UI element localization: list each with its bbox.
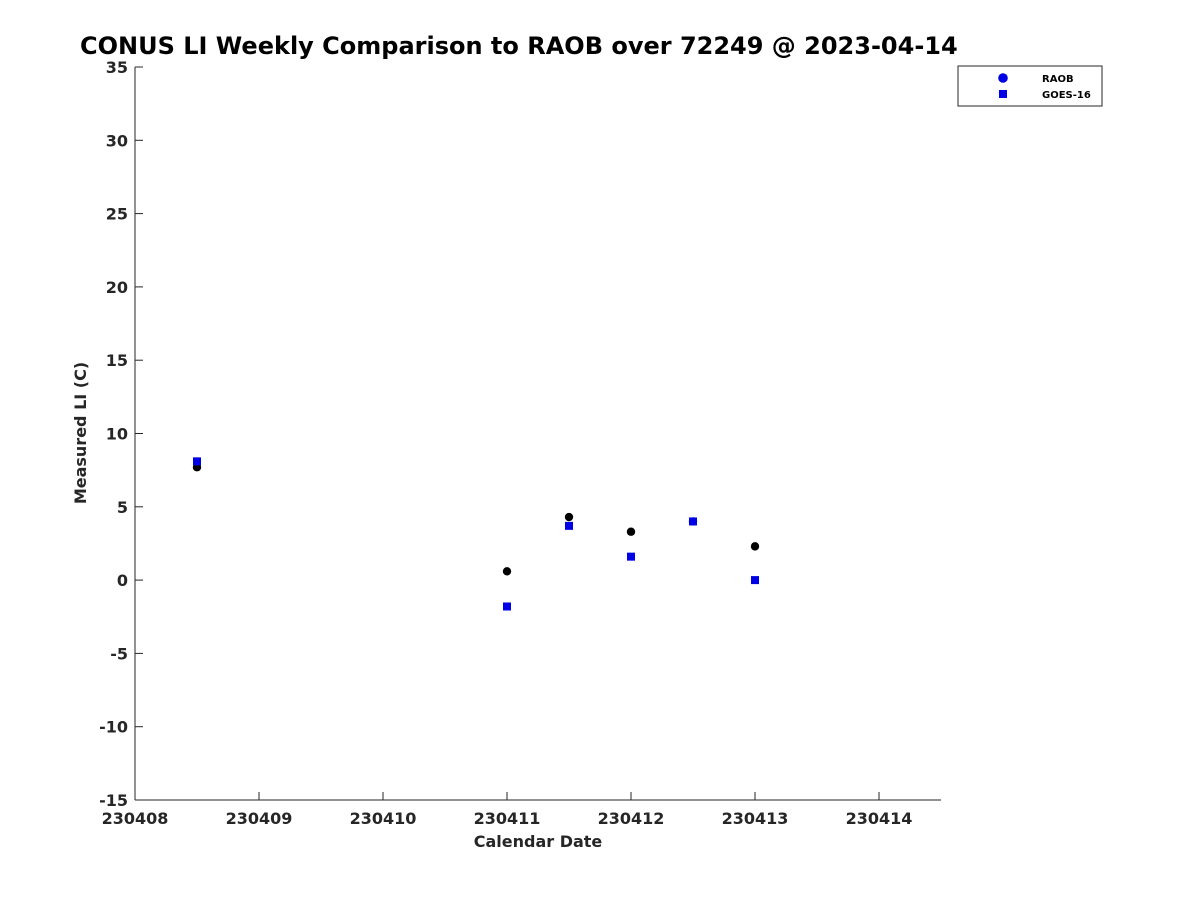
x-axis-label: Calendar Date: [474, 832, 603, 851]
legend: RAOB GOES-16: [957, 65, 1103, 107]
y-tick-label: -15: [99, 791, 128, 810]
y-tick-label: -10: [99, 718, 128, 737]
chart-title: CONUS LI Weekly Comparison to RAOB over …: [80, 32, 958, 60]
y-axis-label: Measured LI (C): [71, 362, 90, 504]
data-point-goes-16: [565, 521, 573, 530]
x-tick-label: 230410: [350, 809, 417, 828]
plot-area: [134, 67, 941, 801]
y-tick-label: 25: [106, 205, 128, 224]
x-tick-label: 230414: [846, 809, 913, 828]
x-axis-ticks: 230408 230409 230410 230411 230412 230413 2304…: [102, 792, 913, 828]
data-point-goes-16: [193, 457, 201, 466]
series-raob: [192, 463, 760, 576]
x-tick-label: 230411: [474, 809, 541, 828]
legend-marker-goes-16: [999, 90, 1007, 98]
series-layer: [192, 457, 760, 611]
data-point-goes-16: [627, 552, 635, 561]
y-tick-label: 30: [106, 131, 128, 150]
data-point-raob: [502, 567, 512, 576]
legend-box: [957, 65, 1103, 107]
x-tick-label: 230409: [226, 809, 293, 828]
y-tick-label: 20: [106, 278, 128, 297]
y-tick-label: 10: [106, 425, 128, 444]
data-point-raob: [626, 527, 636, 536]
legend-label: RAOB: [1042, 74, 1074, 85]
x-tick-label: 230408: [102, 809, 169, 828]
legend-marker-raob: [998, 73, 1008, 83]
data-point-raob: [750, 542, 760, 551]
x-tick-label: 230413: [722, 809, 789, 828]
data-point-raob: [564, 512, 574, 522]
data-point-goes-16: [751, 576, 759, 585]
y-tick-label: 5: [117, 498, 128, 517]
x-tick-label: 230412: [598, 809, 665, 828]
y-tick-label: -5: [110, 644, 128, 663]
series-goes-16: [193, 457, 759, 611]
data-point-goes-16: [503, 602, 511, 611]
data-point-goes-16: [689, 517, 697, 526]
y-tick-label: 15: [106, 351, 128, 370]
y-axis-ticks: -15 -10 -5 0 5 10 15 20 25 30 35: [99, 58, 143, 810]
y-tick-label: 35: [106, 58, 128, 77]
y-tick-label: 0: [117, 571, 128, 590]
legend-label: GOES-16: [1042, 90, 1091, 101]
